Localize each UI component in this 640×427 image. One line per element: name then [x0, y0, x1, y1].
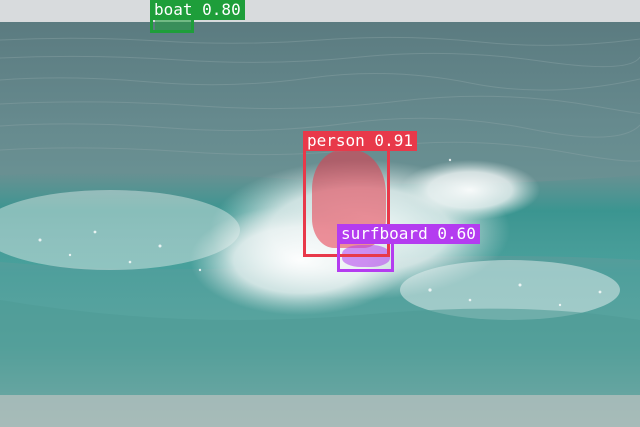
boat-detection-label: boat 0.80 — [150, 0, 245, 20]
surfboard-detection-label: surfboard 0.60 — [337, 224, 480, 244]
surfboard-detection-box — [337, 240, 394, 272]
boat-mask — [155, 18, 193, 31]
person-detection-label: person 0.91 — [303, 131, 417, 151]
